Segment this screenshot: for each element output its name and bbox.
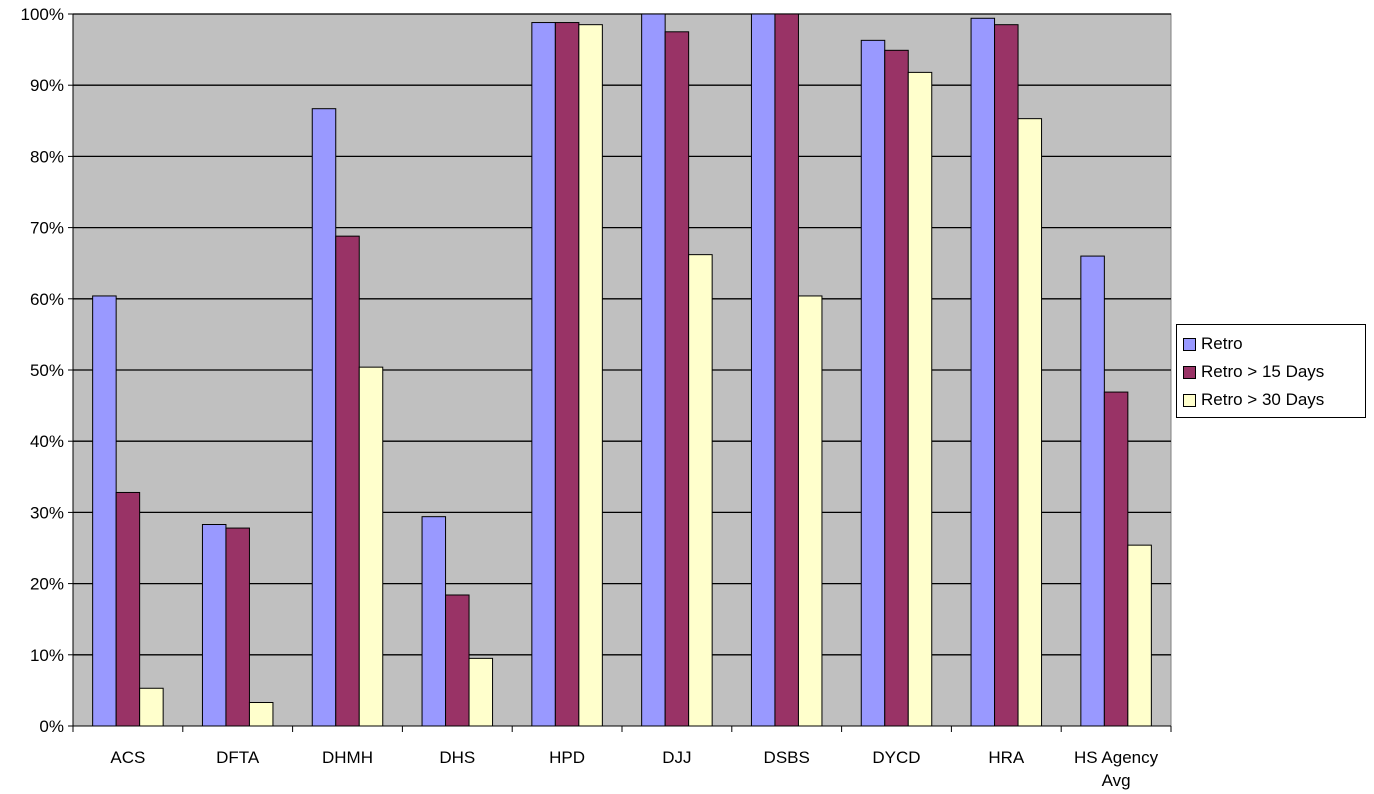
x-tick-label: DFTA: [216, 748, 260, 767]
y-tick-label: 100%: [21, 5, 64, 24]
x-tick-label: DSBS: [764, 748, 810, 767]
bar-retro-dsbs: [750, 13, 776, 727]
y-tick-label: 90%: [30, 76, 64, 95]
bar-retro-30-days-dycd: [907, 71, 933, 727]
y-tick-label: 70%: [30, 219, 64, 238]
bar-retro-30-days-dhmh: [358, 366, 384, 727]
legend-item: Retro > 15 Days: [1183, 358, 1359, 386]
bar-retro-acs: [92, 295, 117, 727]
legend-swatch: [1183, 365, 1196, 379]
legend-swatch: [1183, 393, 1196, 407]
legend-item: Retro > 30 Days: [1183, 386, 1359, 414]
bar-retro-15-days-acs: [115, 491, 141, 727]
legend-label: Retro > 30 Days: [1201, 390, 1325, 409]
x-tick-label: HRA: [988, 748, 1025, 767]
bar-retro-hpd: [531, 22, 556, 727]
y-tick-label: 30%: [30, 503, 64, 522]
bar-retro-30-days-acs: [139, 687, 164, 727]
bar-retro-15-days-dsbs: [774, 13, 799, 727]
axes: [68, 13, 1172, 732]
x-tick-label: ACS: [110, 748, 145, 767]
bar-retro-30-days-dfta: [248, 702, 274, 727]
bar-retro-30-days-dsbs: [797, 295, 823, 727]
y-tick-label: 40%: [30, 432, 64, 451]
legend-swatch: [1183, 337, 1196, 351]
x-tick-label: HPD: [549, 748, 585, 767]
bar-retro-15-days-djj: [664, 31, 690, 727]
y-axis-labels: 0% 10% 20% 30% 40% 50% 60% 70% 80% 90% 100%: [21, 5, 64, 736]
bar-retro-30-days-hs-agency-avg: [1127, 544, 1152, 727]
bar-retro-dhmh: [311, 108, 337, 727]
x-tick-label: DHS: [439, 748, 475, 767]
y-tick-label: 0%: [39, 717, 64, 736]
bar-retro-dhs: [421, 516, 447, 727]
bar-retro-30-days-hpd: [578, 24, 603, 727]
bar-retro-30-days-dhs: [468, 657, 494, 727]
y-tick-label: 60%: [30, 290, 64, 309]
bar-retro-15-days-hra: [994, 24, 1019, 727]
legend-item: Retro: [1183, 330, 1359, 358]
x-tick-label: DYCD: [872, 748, 920, 767]
x-tick-label: DHMH: [322, 748, 373, 767]
x-tick-label: DJJ: [662, 748, 691, 767]
bar-retro-dfta: [201, 524, 227, 727]
bar-retro-15-days-dhmh: [335, 235, 360, 727]
x-axis-labels: ACS DFTA DHMH DHS HPD DJJ DSBS DYCD HRA HS Agency…: [110, 748, 1158, 790]
bar-retro-djj: [641, 13, 666, 727]
legend-label: Retro: [1201, 334, 1243, 353]
bar-retro-hra: [970, 17, 996, 727]
bar-retro-15-days-hpd: [554, 22, 580, 727]
y-tick-label: 80%: [30, 147, 64, 166]
y-tick-label: 20%: [30, 575, 64, 594]
bar-retro-15-days-hs-agency-avg: [1103, 391, 1129, 727]
bar-retro-30-days-hra: [1017, 118, 1043, 727]
bar-retro-15-days-dfta: [225, 527, 250, 727]
x-tick-label: HS Agency Avg: [1074, 748, 1159, 790]
y-tick-label: 10%: [30, 646, 64, 665]
bar-retro-15-days-dhs: [445, 594, 470, 727]
bar-retro-30-days-djj: [688, 254, 713, 727]
bars: [92, 13, 1152, 727]
legend: Retro Retro > 15 Days Retro > 30 Days: [1176, 324, 1366, 418]
bar-retro-dycd: [860, 39, 886, 727]
bar-retro-hs-agency-avg: [1080, 255, 1105, 727]
bar-retro-15-days-dycd: [884, 49, 909, 727]
y-tick-label: 50%: [30, 361, 64, 380]
legend-label: Retro > 15 Days: [1201, 362, 1325, 381]
